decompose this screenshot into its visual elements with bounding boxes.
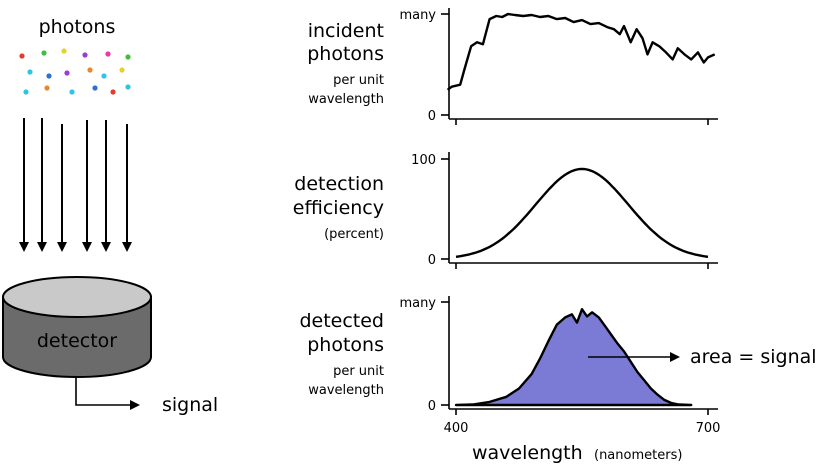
incident-title-line-1: incident: [308, 20, 384, 42]
photon-dot: [27, 69, 33, 75]
photon-dot: [46, 73, 52, 79]
x-axis-label: wavelength: [472, 442, 583, 464]
photon-dot: [125, 54, 131, 60]
efficiency-subtitle: (percent): [324, 227, 384, 242]
detected-y-max-label: many: [399, 296, 436, 311]
photon-dot: [110, 89, 116, 95]
photon-dot: [41, 50, 47, 56]
signal-arrow: [75, 377, 140, 410]
incident-y-max-label: many: [399, 8, 436, 23]
incident-subtitle-line-1: per unit: [333, 73, 384, 88]
area-signal-annotation: area = signal: [690, 346, 817, 368]
photon-dot: [125, 84, 131, 90]
incident-title-line-2: photons: [307, 43, 384, 65]
photon-dot: [119, 67, 125, 73]
photon-dots: [19, 48, 131, 95]
x-axis-unit: (nanometers): [594, 448, 682, 463]
photon-dot: [64, 70, 70, 76]
photon-dot: [61, 48, 67, 54]
photon-arrows: [19, 118, 132, 252]
photon-dot: [92, 85, 98, 91]
efficiency-y-zero-label: 0: [428, 253, 436, 268]
photon-dot: [19, 53, 25, 59]
photon-dot: [44, 85, 50, 91]
photon-dot: [69, 89, 75, 95]
signal-label: signal: [162, 394, 218, 416]
detected-subtitle-line-2: wavelength: [308, 383, 384, 398]
photon-dot: [101, 73, 107, 79]
efficiency-y-max-label: 100: [411, 153, 436, 168]
photon-dot: [87, 67, 93, 73]
x-tick-label-400: 400: [444, 421, 469, 436]
detector-body: [2, 296, 152, 378]
detector-top: [2, 276, 152, 318]
detected-subtitle-line-1: per unit: [333, 364, 384, 379]
incident-photons-line: [446, 12, 716, 91]
efficiency-curve: [455, 167, 709, 258]
detector-label: detector: [37, 330, 117, 352]
efficiency-title-line-2: efficiency: [293, 197, 384, 219]
detected-title-line-1: detected: [299, 310, 384, 332]
incident-y-zero-label: 0: [428, 109, 436, 124]
photon-dot: [82, 52, 88, 58]
detected-y-zero-label: 0: [428, 399, 436, 414]
photons-label: photons: [39, 16, 116, 38]
detected-title-line-2: photons: [307, 334, 384, 356]
detector: detector: [2, 276, 152, 378]
detected-photons-area: [454, 308, 693, 407]
x-tick-label-700: 700: [696, 421, 721, 436]
efficiency-title-line-1: detection: [294, 173, 384, 195]
incident-subtitle-line-2: wavelength: [308, 92, 384, 107]
photon-dot: [105, 51, 111, 57]
photon-dot: [23, 89, 29, 95]
